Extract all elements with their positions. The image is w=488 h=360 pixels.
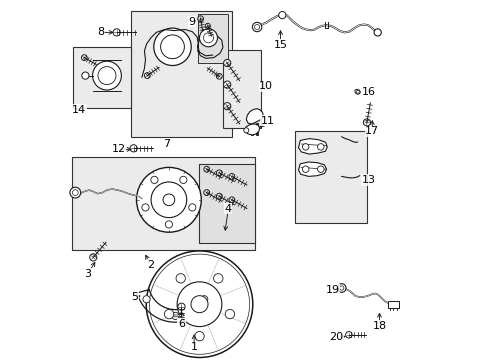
Circle shape: [177, 282, 222, 327]
Circle shape: [136, 167, 201, 232]
Circle shape: [244, 128, 248, 133]
Circle shape: [149, 254, 249, 354]
Text: 17: 17: [365, 126, 379, 136]
Polygon shape: [298, 139, 326, 154]
Circle shape: [278, 12, 285, 19]
Text: 18: 18: [372, 321, 386, 331]
Text: 10: 10: [259, 81, 272, 91]
Circle shape: [373, 29, 381, 36]
Circle shape: [317, 166, 324, 172]
Circle shape: [197, 16, 203, 22]
Text: 12: 12: [111, 144, 125, 154]
Text: 14: 14: [72, 105, 86, 115]
Circle shape: [200, 296, 207, 303]
Circle shape: [176, 274, 185, 283]
Polygon shape: [354, 89, 360, 94]
Polygon shape: [244, 124, 259, 135]
Text: 11: 11: [261, 116, 274, 126]
Circle shape: [160, 35, 184, 59]
Text: 8: 8: [97, 27, 104, 37]
Circle shape: [113, 29, 120, 36]
Circle shape: [363, 119, 370, 126]
Circle shape: [72, 190, 78, 195]
Bar: [197, 14, 228, 63]
Circle shape: [337, 284, 346, 292]
Circle shape: [302, 144, 308, 150]
Circle shape: [216, 170, 222, 176]
Text: 7: 7: [163, 139, 170, 149]
Bar: [223, 50, 260, 128]
Circle shape: [317, 144, 324, 150]
Text: 19: 19: [325, 285, 339, 295]
Circle shape: [142, 204, 149, 211]
Circle shape: [188, 204, 196, 211]
Text: 20: 20: [328, 332, 343, 342]
Circle shape: [254, 24, 259, 30]
Circle shape: [130, 145, 137, 152]
Circle shape: [194, 332, 204, 341]
Text: 6: 6: [178, 319, 184, 329]
Circle shape: [70, 187, 81, 198]
Bar: [73, 47, 131, 108]
Circle shape: [213, 274, 223, 283]
Circle shape: [144, 73, 150, 78]
Text: 4: 4: [224, 204, 231, 214]
Circle shape: [223, 59, 230, 67]
Text: 2: 2: [147, 260, 154, 270]
Circle shape: [153, 28, 191, 66]
Text: 9: 9: [188, 17, 196, 27]
Bar: [72, 157, 255, 250]
Circle shape: [165, 221, 172, 228]
Circle shape: [142, 296, 150, 303]
Polygon shape: [298, 162, 326, 176]
Circle shape: [163, 194, 174, 206]
Circle shape: [146, 251, 252, 357]
Circle shape: [151, 182, 186, 217]
Circle shape: [89, 254, 97, 261]
Circle shape: [178, 303, 185, 310]
Circle shape: [81, 72, 89, 79]
Bar: [387, 301, 398, 308]
Circle shape: [150, 176, 158, 184]
Text: 1: 1: [190, 342, 197, 352]
Circle shape: [339, 286, 343, 290]
Text: 16: 16: [361, 87, 375, 97]
Circle shape: [205, 23, 210, 28]
Circle shape: [180, 176, 186, 184]
Circle shape: [216, 193, 222, 199]
Circle shape: [223, 103, 230, 110]
Circle shape: [98, 67, 116, 85]
Circle shape: [81, 55, 87, 60]
Circle shape: [203, 166, 209, 172]
Circle shape: [252, 22, 261, 32]
Polygon shape: [246, 109, 263, 124]
Circle shape: [356, 90, 359, 93]
Circle shape: [223, 81, 230, 88]
Bar: [199, 164, 255, 243]
Circle shape: [203, 33, 213, 43]
Circle shape: [92, 61, 121, 90]
Circle shape: [345, 332, 351, 338]
Text: 3: 3: [84, 269, 91, 279]
Circle shape: [203, 190, 209, 195]
Bar: [131, 11, 231, 137]
Circle shape: [228, 197, 234, 203]
Circle shape: [216, 73, 222, 79]
Polygon shape: [166, 314, 184, 317]
Bar: [294, 131, 366, 223]
Circle shape: [164, 309, 173, 319]
Circle shape: [225, 309, 234, 319]
Circle shape: [302, 166, 308, 172]
Text: 5: 5: [131, 292, 138, 302]
Text: 15: 15: [273, 40, 287, 50]
Circle shape: [199, 29, 217, 47]
Circle shape: [191, 296, 207, 313]
Text: 13: 13: [361, 175, 375, 185]
Circle shape: [228, 174, 234, 179]
Circle shape: [171, 312, 179, 320]
